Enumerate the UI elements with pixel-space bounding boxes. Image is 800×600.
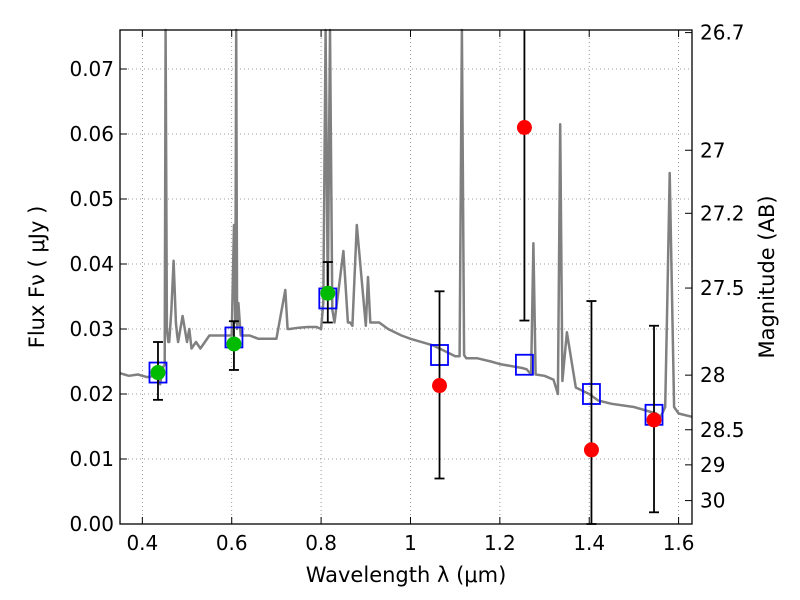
x-tick-label: 1.6 xyxy=(663,531,695,555)
low-sn-point xyxy=(432,378,448,394)
y-tick-label: 0.03 xyxy=(69,317,114,341)
y-tick-label: 0.06 xyxy=(69,122,114,146)
right-axis-ticks: 26.7 27 27.2 27.5 28 28.5 29 30 xyxy=(685,21,745,513)
grid-lines xyxy=(120,30,692,525)
right-tick-label: 26.7 xyxy=(700,21,745,45)
x-axis-title: Wavelength λ (μm) xyxy=(306,563,507,587)
y-tick-label: 0.07 xyxy=(69,57,114,81)
model-spectrum-line xyxy=(119,28,693,419)
low-sn-point xyxy=(583,442,599,458)
x-tick-label: 0.4 xyxy=(126,531,158,555)
y-axis-title: Flux Fν ( μJy ) xyxy=(25,206,49,349)
model-photometry-square xyxy=(515,353,534,376)
right-tick-label: 30 xyxy=(700,489,725,513)
detection-point xyxy=(150,365,166,381)
y-tick-label: 0.04 xyxy=(69,252,114,276)
y-tick-label: 0.00 xyxy=(69,512,114,536)
photometry-points xyxy=(148,30,664,525)
right-tick-label: 27 xyxy=(700,138,725,162)
y-tick-label: 0.02 xyxy=(69,382,114,406)
model-spectrum xyxy=(119,28,693,419)
x-tick-label: 0.8 xyxy=(305,531,337,555)
y-tick-label: 0.05 xyxy=(69,187,114,211)
low-sn-point xyxy=(646,412,662,428)
right-tick-label: 27.2 xyxy=(700,201,745,225)
x-tick-label: 1 xyxy=(404,531,417,555)
right-axis-title: Magnitude (AB) xyxy=(755,195,779,358)
right-tick-label: 28 xyxy=(700,363,725,387)
plot-frame xyxy=(119,29,693,525)
detection-point xyxy=(226,336,242,352)
low-sn-point xyxy=(516,120,532,135)
right-tick-label: 28.5 xyxy=(700,418,745,442)
x-tick-label: 1.2 xyxy=(484,531,516,555)
x-axis-ticks: 0.4 0.6 0.8 1 1.2 1.4 1.6 xyxy=(126,30,695,555)
right-tick-label: 29 xyxy=(700,453,725,477)
right-tick-label: 27.5 xyxy=(700,276,745,300)
y-tick-label: 0.01 xyxy=(69,447,114,471)
x-tick-label: 1.4 xyxy=(573,531,605,555)
detection-point xyxy=(320,285,336,301)
x-tick-label: 0.6 xyxy=(216,531,248,555)
y-axis-ticks: 0.00 0.01 0.02 0.03 0.04 0.05 0.06 0.07 xyxy=(69,57,127,536)
